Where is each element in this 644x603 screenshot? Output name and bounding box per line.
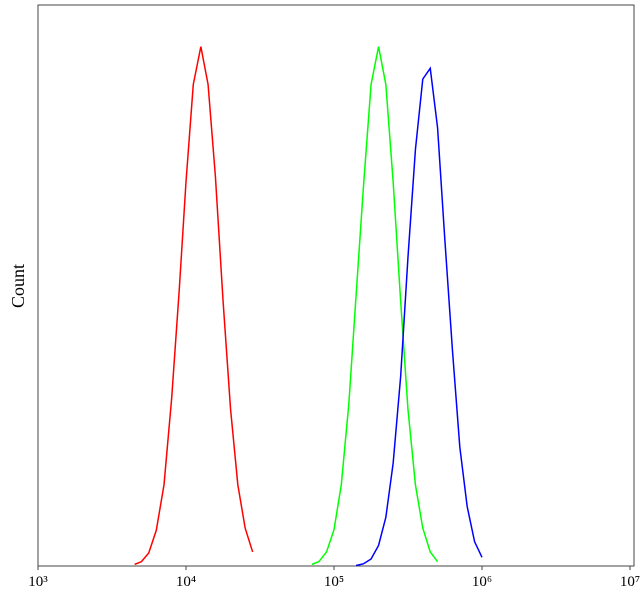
histogram-line	[134, 46, 254, 566]
plot-frame	[37, 4, 635, 567]
histogram-line	[355, 66, 483, 567]
x-tick-label: 10⁴	[176, 574, 196, 590]
y-axis-label: Count	[8, 264, 28, 308]
x-tick-label: 10⁷	[620, 574, 640, 590]
histogram-line	[311, 46, 439, 566]
x-tick-label: 10⁵	[324, 574, 344, 590]
x-tick-label: 10⁶	[472, 574, 492, 590]
x-tick-label: 10³	[28, 574, 48, 590]
